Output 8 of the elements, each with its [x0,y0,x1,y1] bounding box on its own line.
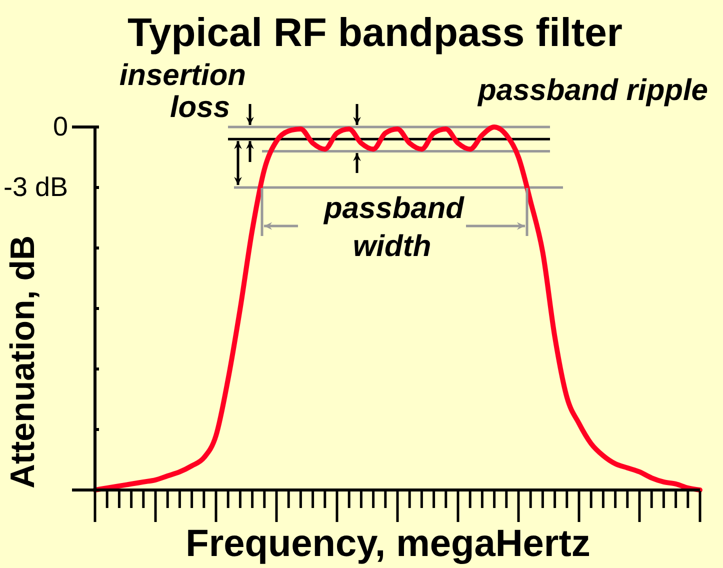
text: insertion loss [119,59,246,124]
x-axis-title: Frequency, megaHertz [186,523,590,565]
text: passband ripple [476,74,708,107]
annotation: passband width [322,192,465,263]
y-tick-label: -3 dB [3,172,68,202]
y-axis-title: Attenuation, dB [4,235,42,489]
y-tick-label: 0 [52,112,68,142]
chart-title: Typical RF bandpass filter [128,11,622,55]
